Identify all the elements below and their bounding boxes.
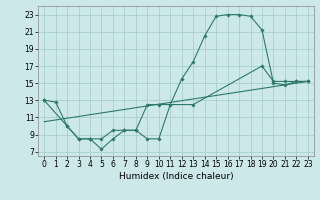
X-axis label: Humidex (Indice chaleur): Humidex (Indice chaleur) [119,172,233,181]
